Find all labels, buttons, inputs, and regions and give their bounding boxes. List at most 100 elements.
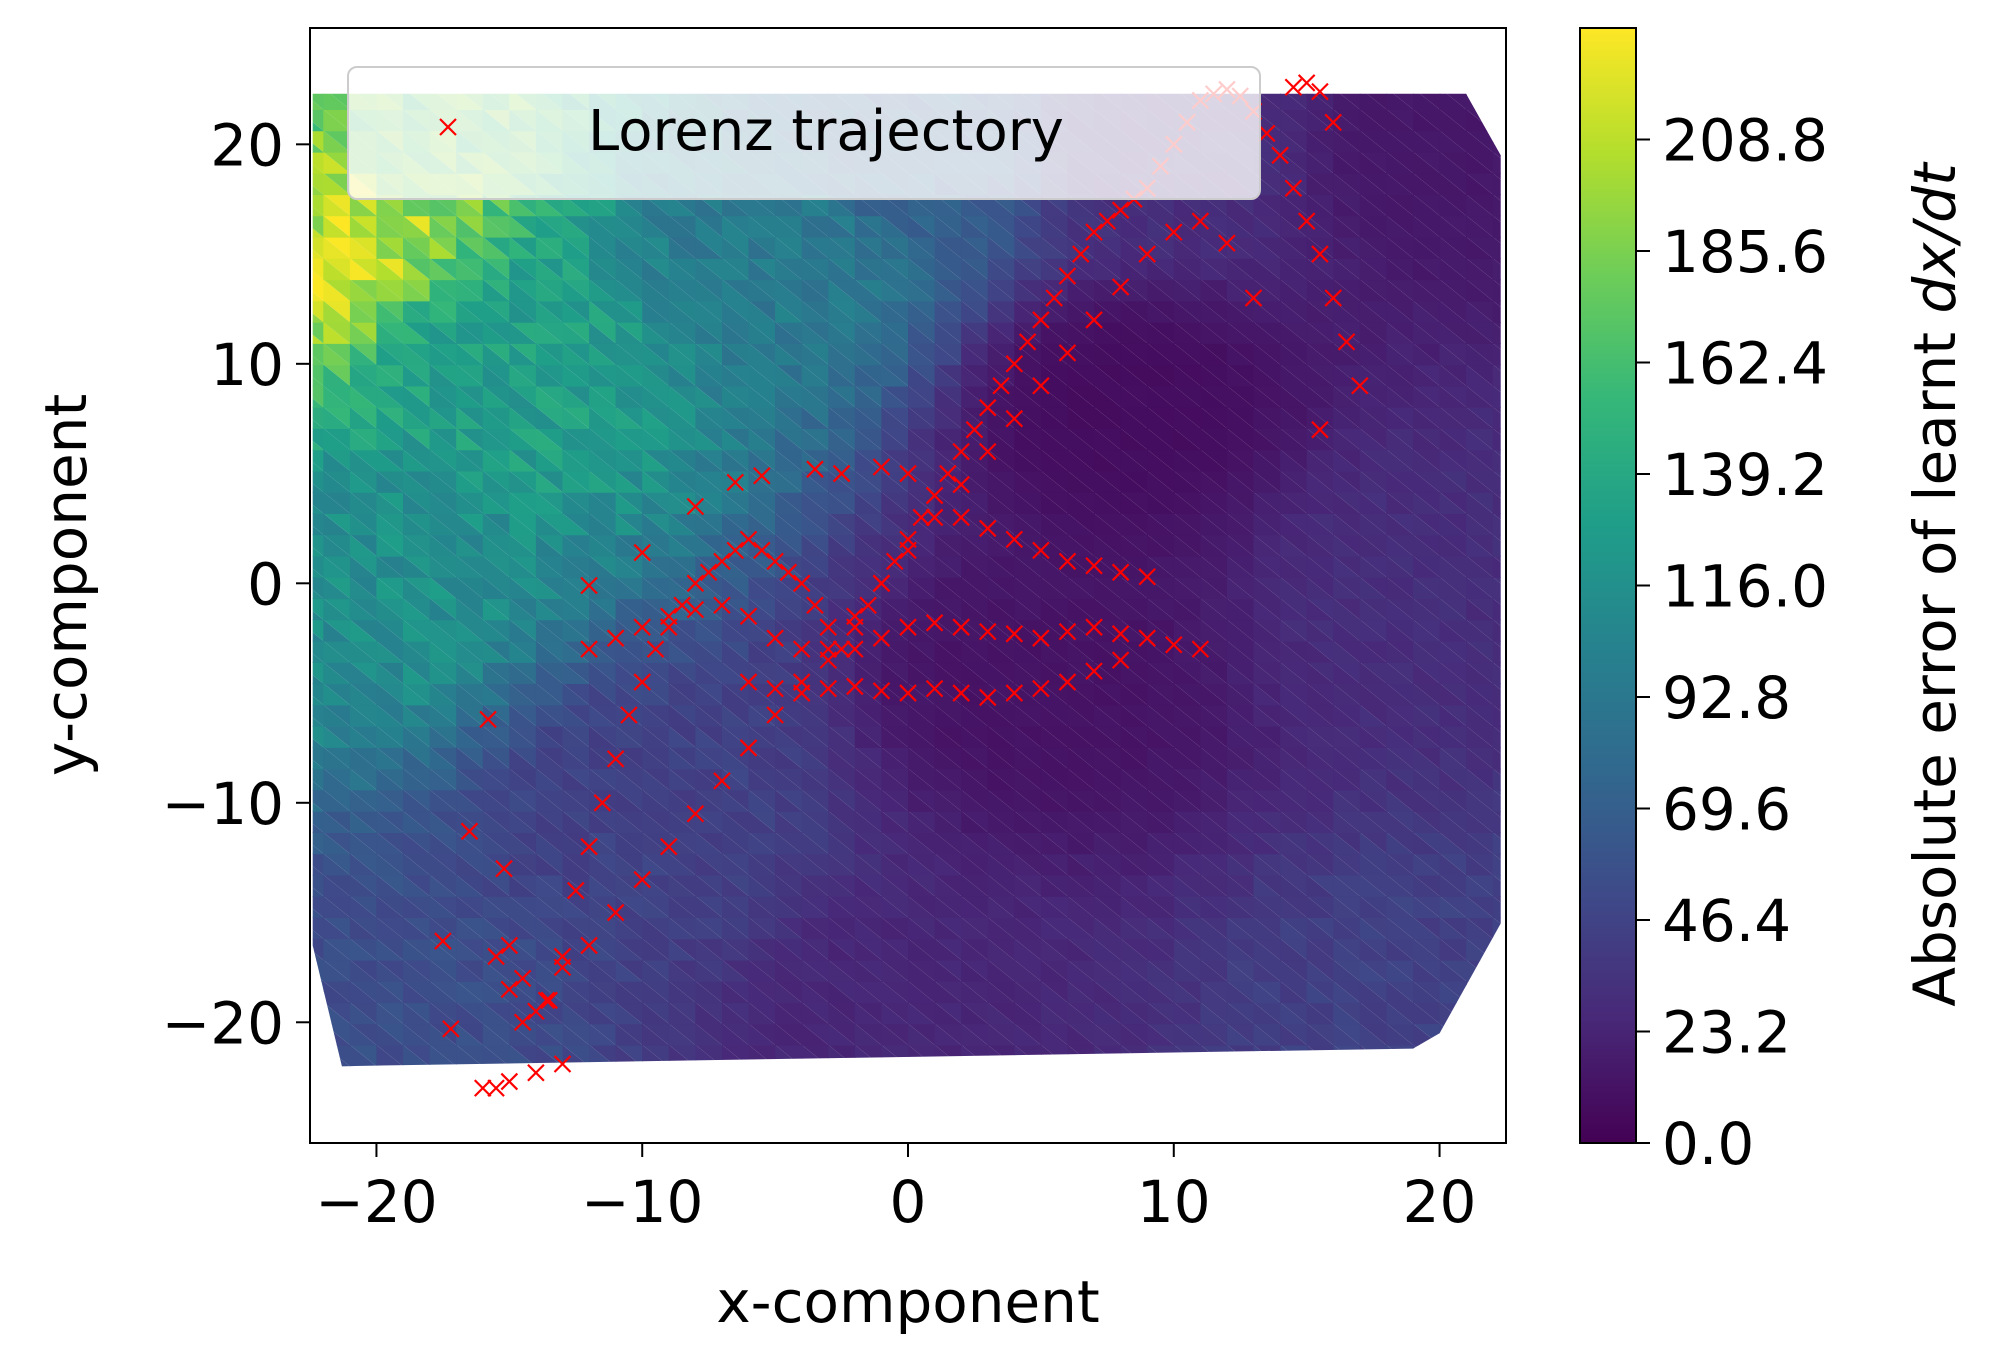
heatmap-facet — [828, 321, 856, 344]
heatmap-facet — [775, 236, 803, 259]
heatmap-facet — [312, 789, 325, 812]
heatmap-facet — [642, 1066, 670, 1067]
heatmap-facet — [562, 1002, 590, 1025]
heatmap-facet — [429, 896, 457, 918]
heatmap-facet — [695, 577, 723, 600]
heatmap-facet — [642, 938, 670, 961]
heatmap-facet — [854, 917, 883, 940]
heatmap-facet — [429, 640, 457, 663]
heatmap-facet — [615, 279, 643, 302]
heatmap-facet — [429, 258, 457, 281]
heatmap-facet — [801, 577, 830, 600]
heatmap-facet — [1173, 1044, 1202, 1067]
heatmap-facet — [642, 513, 670, 536]
heatmap-facet — [1014, 1044, 1042, 1067]
heatmap-facet — [429, 385, 457, 408]
heatmap-facet — [854, 662, 883, 685]
heatmap-facet — [695, 662, 723, 685]
heatmap-facet — [695, 598, 723, 621]
heatmap-facet — [828, 236, 856, 259]
heatmap-facet — [429, 428, 457, 451]
heatmap-facet — [748, 279, 776, 302]
heatmap-facet — [722, 449, 750, 472]
heatmap-facet — [562, 1044, 590, 1067]
heatmap-facet — [775, 279, 803, 302]
heatmap-facet — [376, 364, 404, 387]
heatmap-facet — [535, 789, 564, 812]
heatmap-facet — [801, 810, 830, 833]
heatmap-facet — [349, 683, 378, 706]
heatmap-facet — [456, 768, 484, 791]
heatmap-facet — [349, 662, 378, 685]
heatmap-facet — [589, 364, 617, 387]
heatmap-facet — [349, 747, 378, 770]
heatmap-facet — [349, 470, 378, 493]
heatmap-facet — [509, 832, 537, 855]
heatmap-facet — [535, 428, 564, 451]
heatmap-facet — [482, 874, 511, 897]
heatmap-facet — [403, 1023, 431, 1046]
heatmap-facet — [642, 662, 670, 685]
heatmap-facet — [429, 747, 457, 770]
heatmap-facet — [615, 1002, 643, 1025]
heatmap-facet — [323, 789, 351, 812]
heatmap-facet — [801, 258, 830, 281]
heatmap-facet — [403, 428, 431, 451]
heatmap-facet — [403, 555, 431, 578]
heatmap-facet — [376, 555, 404, 578]
heatmap-facet — [562, 874, 590, 897]
heatmap-facet — [775, 789, 803, 812]
heatmap-facet — [312, 832, 325, 855]
heatmap-facet — [312, 109, 325, 132]
heatmap-facet — [535, 981, 564, 1004]
heatmap-facet — [535, 810, 564, 833]
heatmap-facet — [801, 300, 830, 323]
heatmap-facet — [775, 789, 803, 812]
heatmap-facet — [722, 725, 750, 748]
heatmap-facet — [1439, 1066, 1467, 1067]
heatmap-facet — [376, 917, 404, 940]
heatmap-facet — [403, 577, 431, 600]
heatmap-facet — [854, 747, 883, 770]
heatmap-facet — [376, 236, 404, 259]
heatmap-facet — [509, 492, 537, 514]
heatmap-facet — [456, 683, 484, 706]
heatmap-facet — [312, 917, 325, 940]
heatmap-facet — [456, 789, 484, 812]
heatmap-facet — [695, 725, 723, 748]
heatmap-facet — [642, 534, 670, 557]
heatmap-facet — [615, 364, 643, 387]
heatmap-facet — [482, 981, 511, 1004]
heatmap-facet — [961, 1066, 989, 1067]
heatmap-facet — [1466, 93, 1494, 110]
heatmap-facet — [801, 428, 830, 451]
heatmap-facet — [668, 406, 697, 429]
heatmap-facet — [562, 810, 590, 833]
heatmap-facet — [828, 385, 856, 408]
heatmap-facet — [642, 258, 670, 281]
heatmap-facet — [828, 768, 856, 791]
heatmap-facet — [615, 853, 643, 876]
heatmap-facet — [668, 683, 697, 706]
heatmap-facet — [828, 258, 856, 281]
heatmap-facet — [642, 1002, 670, 1025]
heatmap-facet — [828, 1066, 856, 1067]
heatmap-facet — [854, 768, 883, 791]
heatmap-facet — [323, 364, 351, 387]
heatmap-facet — [722, 1023, 750, 1046]
heatmap-facet — [748, 598, 776, 621]
heatmap-facet — [615, 1023, 643, 1046]
heatmap-facet — [589, 406, 617, 429]
heatmap-facet — [1306, 1044, 1334, 1067]
heatmap-facet — [482, 279, 511, 302]
heatmap-facet — [482, 789, 511, 812]
heatmap-facet — [748, 513, 776, 536]
heatmap-facet — [722, 1023, 750, 1046]
heatmap-facet — [642, 640, 670, 663]
heatmap-facet — [349, 449, 378, 472]
heatmap-facet — [429, 959, 457, 982]
heatmap-facet — [642, 683, 670, 706]
heatmap-facet — [312, 640, 325, 663]
heatmap-facet — [376, 258, 404, 281]
heatmap-facet — [376, 1002, 404, 1025]
